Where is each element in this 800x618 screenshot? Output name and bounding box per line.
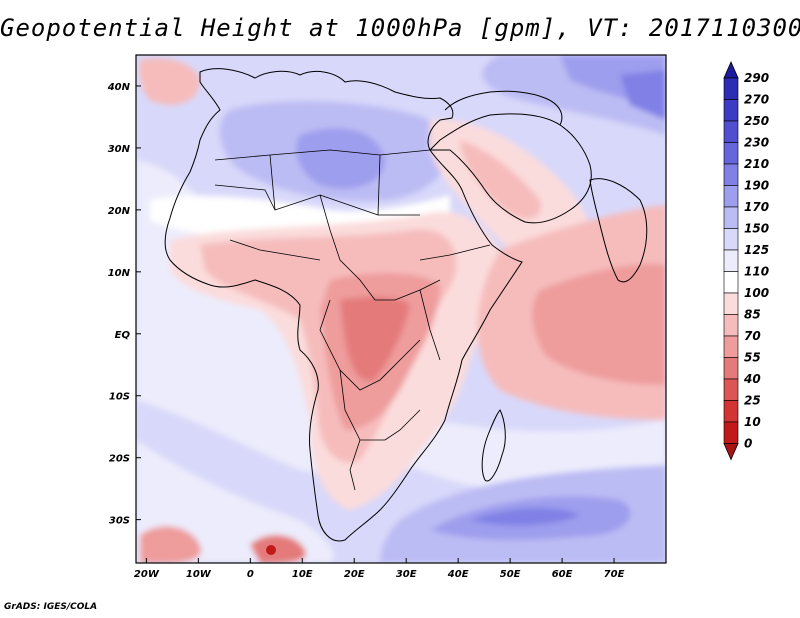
lon-tick-label: 50E (500, 569, 521, 580)
lat-tick-label: 10N (108, 268, 131, 279)
lon-tick-label: 30E (396, 569, 417, 580)
map-title: Geopotential Height at 1000hPa [gpm], VT… (0, 14, 800, 42)
colorbar-segment (723, 163, 739, 186)
colorbar-segment (723, 400, 739, 423)
latitude-axis: 40N 30N 20N 10N EQ 10S 20S 30S (107, 82, 141, 527)
lat-tick-label: 40N (107, 82, 131, 93)
colorbar: 2902702502302101901701501251101008570554… (723, 61, 769, 461)
colorbar-label: 170 (744, 200, 769, 214)
colorbar-label: 10 (744, 415, 761, 429)
lat-tick-label: 10S (109, 392, 130, 403)
colorbar-label: 150 (744, 222, 769, 236)
lon-tick-label: 70E (604, 569, 625, 580)
lat-tick-label: 20S (109, 454, 130, 465)
colorbar-segment (723, 99, 739, 122)
colorbar-segment (723, 357, 739, 380)
colorbar-label: 100 (744, 286, 769, 300)
height-field (136, 55, 666, 563)
colorbar-label: 250 (744, 114, 769, 128)
colorbar-label: 190 (744, 179, 769, 193)
colorbar-segment (723, 335, 739, 358)
lon-tick-label: 40E (447, 569, 469, 580)
colorbar-max-arrow (723, 61, 739, 79)
colorbar-min-arrow (723, 443, 739, 461)
colorbar-segment (723, 206, 739, 229)
lon-tick-label: 0 (247, 569, 254, 580)
lat-tick-label: EQ (115, 330, 131, 341)
colorbar-label: 55 (744, 351, 761, 365)
colorbar-label: 210 (744, 157, 769, 171)
colorbar-label: 0 (744, 437, 752, 451)
colorbar-segment (723, 292, 739, 315)
colorbar-segment (723, 421, 739, 444)
lon-tick-label: 20E (344, 569, 365, 580)
colorbar-label: 230 (744, 136, 769, 150)
colorbar-segment (723, 77, 739, 100)
colorbar-label: 290 (744, 71, 769, 85)
colorbar-label: 270 (744, 93, 769, 107)
colorbar-segment (723, 314, 739, 337)
map-frame (135, 54, 667, 564)
longitude-axis: 20W 10W 0 10E 20E 30E 40E 50E 60E 70E (134, 558, 625, 580)
lon-tick-label: 20W (134, 569, 160, 580)
colorbar-segment (723, 249, 739, 272)
lon-tick-label: 10W (186, 569, 212, 580)
colorbar-label: 70 (744, 329, 761, 343)
colorbar-label: 125 (744, 243, 769, 257)
lon-tick-label: 10E (292, 569, 313, 580)
lon-tick-label: 60E (552, 569, 573, 580)
colorbar-segment (723, 142, 739, 165)
colorbar-segment (723, 120, 739, 143)
grads-credit: GrADS: IGES/COLA (4, 602, 98, 612)
colorbar-label: 85 (744, 308, 761, 322)
colorbar-segment (723, 271, 739, 294)
lat-tick-label: 30N (108, 144, 131, 155)
colorbar-label: 25 (744, 394, 761, 408)
lat-tick-label: 30S (109, 516, 130, 527)
colorbar-label: 40 (743, 372, 761, 386)
colorbar-segment (723, 378, 739, 401)
colorbar-segment (723, 185, 739, 208)
colorbar-segment (723, 228, 739, 251)
colorbar-label: 110 (744, 265, 769, 279)
lat-tick-label: 20N (108, 206, 131, 217)
